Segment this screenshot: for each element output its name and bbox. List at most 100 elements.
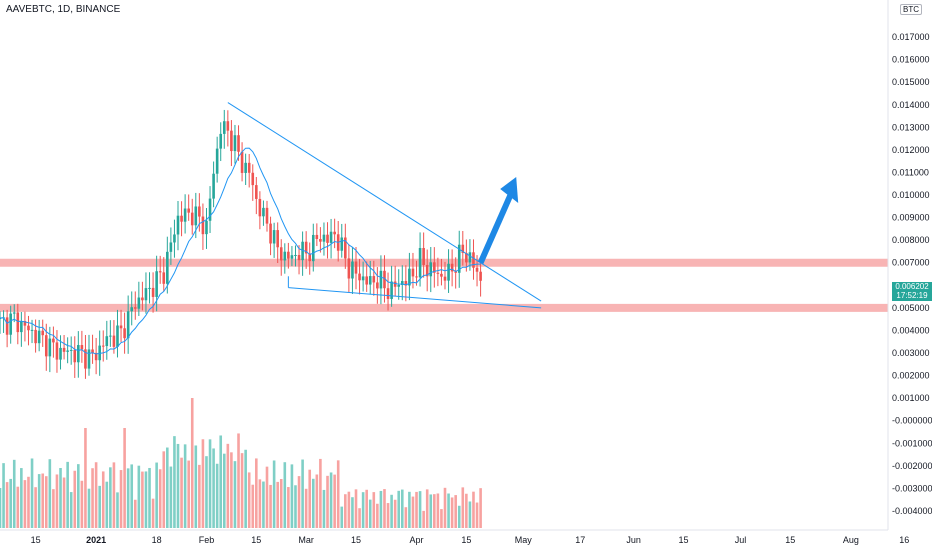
arrow-head	[500, 176, 519, 203]
time-tick-label: 17	[575, 535, 585, 545]
volume-bar	[450, 497, 454, 528]
price-axis[interactable]: 0.017000 0.016000 0.015000 0.014000 0.013000…	[892, 32, 932, 516]
candle-body	[222, 121, 226, 134]
price-tick-label: -0.004000	[892, 506, 932, 516]
volume-bar	[55, 474, 59, 528]
sr-zones	[0, 258, 888, 312]
candle-body	[112, 335, 116, 347]
candle-body	[425, 264, 429, 277]
candle-body	[468, 252, 472, 263]
price-tick-label: -0.002000	[892, 461, 932, 471]
candle-body	[84, 349, 87, 369]
candle-body	[237, 135, 240, 152]
volume-bar	[187, 460, 190, 528]
volume-bar	[358, 508, 361, 528]
arrow-shaft	[477, 189, 515, 264]
candle-body	[41, 330, 45, 336]
wedge-lines	[227, 102, 542, 309]
candles	[0, 109, 482, 379]
candle-body	[158, 271, 162, 273]
volume-bar	[219, 435, 223, 528]
candle-body	[226, 121, 230, 131]
candle-body	[472, 252, 475, 268]
candle-body	[176, 215, 180, 235]
time-tick-label: Jun	[626, 535, 641, 545]
volume-bar	[415, 491, 418, 528]
time-axis[interactable]: 15 2021 18 Feb 15 Mar 15 Apr 15 May 17 Jun 15 Jul 15 Au…	[31, 535, 910, 545]
candle-body	[244, 162, 247, 173]
candle-body	[269, 223, 272, 244]
volume-bar	[240, 453, 244, 528]
candle-body	[233, 135, 237, 152]
candle-body	[465, 252, 468, 263]
bar-countdown: 17:52:19	[896, 291, 928, 300]
volume-bar	[109, 467, 112, 528]
price-tick-label: 0.015000	[892, 77, 930, 87]
candle-body	[205, 220, 208, 235]
price-tick-label: -0.000000	[892, 416, 932, 426]
candle-body	[109, 335, 112, 337]
volume-bar	[404, 507, 408, 528]
time-tick-label: 18	[152, 535, 162, 545]
breakout-arrow	[477, 176, 519, 264]
candle-body	[247, 162, 251, 173]
candle-body	[151, 287, 155, 297]
candle-body	[340, 237, 344, 251]
candle-body	[404, 281, 408, 286]
volume-bar	[52, 489, 55, 528]
volume-bar	[297, 476, 301, 528]
candle-body	[279, 247, 283, 261]
volume-bar	[20, 468, 23, 528]
volume-bar	[69, 492, 73, 528]
candle-body	[5, 317, 9, 335]
candle-body	[133, 307, 137, 309]
volume-bar	[390, 494, 393, 528]
candle-body	[240, 151, 244, 173]
volume-bar	[144, 471, 148, 528]
candle-body	[69, 349, 73, 351]
volume-bar	[116, 492, 119, 528]
candle-body	[55, 342, 59, 360]
volume-bar	[386, 503, 390, 528]
candle-body	[105, 336, 109, 347]
price-tick-label: 0.009000	[892, 213, 930, 223]
volume-bar	[308, 469, 312, 528]
volume-bar	[379, 490, 383, 528]
volume-bar	[16, 486, 20, 528]
price-tick-label: -0.001000	[892, 438, 932, 448]
volume-bar	[365, 489, 368, 528]
currency-badge[interactable]: BTC	[900, 4, 922, 15]
candle-body	[27, 325, 30, 331]
volume-bar	[84, 428, 87, 528]
volume-bars	[0, 398, 482, 528]
volume-bar	[319, 458, 322, 528]
candle-body	[251, 172, 255, 186]
candle-body	[265, 207, 269, 224]
ma-line	[0, 147, 481, 355]
volume-bar	[141, 471, 144, 528]
candle-body	[397, 284, 401, 287]
candle-body	[440, 273, 443, 277]
candle-body	[354, 261, 358, 274]
volume-bar	[393, 499, 397, 528]
candle-body	[386, 288, 390, 299]
candle-body	[230, 130, 233, 152]
price-tick-label: 0.005000	[892, 303, 930, 313]
volume-bar	[94, 462, 98, 528]
candle-body	[141, 297, 144, 301]
price-tick-label: 0.011000	[892, 167, 929, 177]
volume-bar	[301, 459, 304, 528]
volume-bar	[148, 467, 151, 528]
volume-bar	[425, 489, 429, 528]
volume-bar	[112, 462, 116, 528]
candle-body	[166, 251, 169, 284]
volume-bar	[340, 506, 344, 528]
candle-body	[194, 206, 198, 226]
volume-bar	[126, 468, 130, 528]
candle-body	[290, 255, 294, 259]
candle-body	[361, 276, 365, 281]
volume-bar	[91, 468, 94, 528]
volume-bar	[326, 475, 329, 528]
volume-bar	[194, 445, 198, 528]
